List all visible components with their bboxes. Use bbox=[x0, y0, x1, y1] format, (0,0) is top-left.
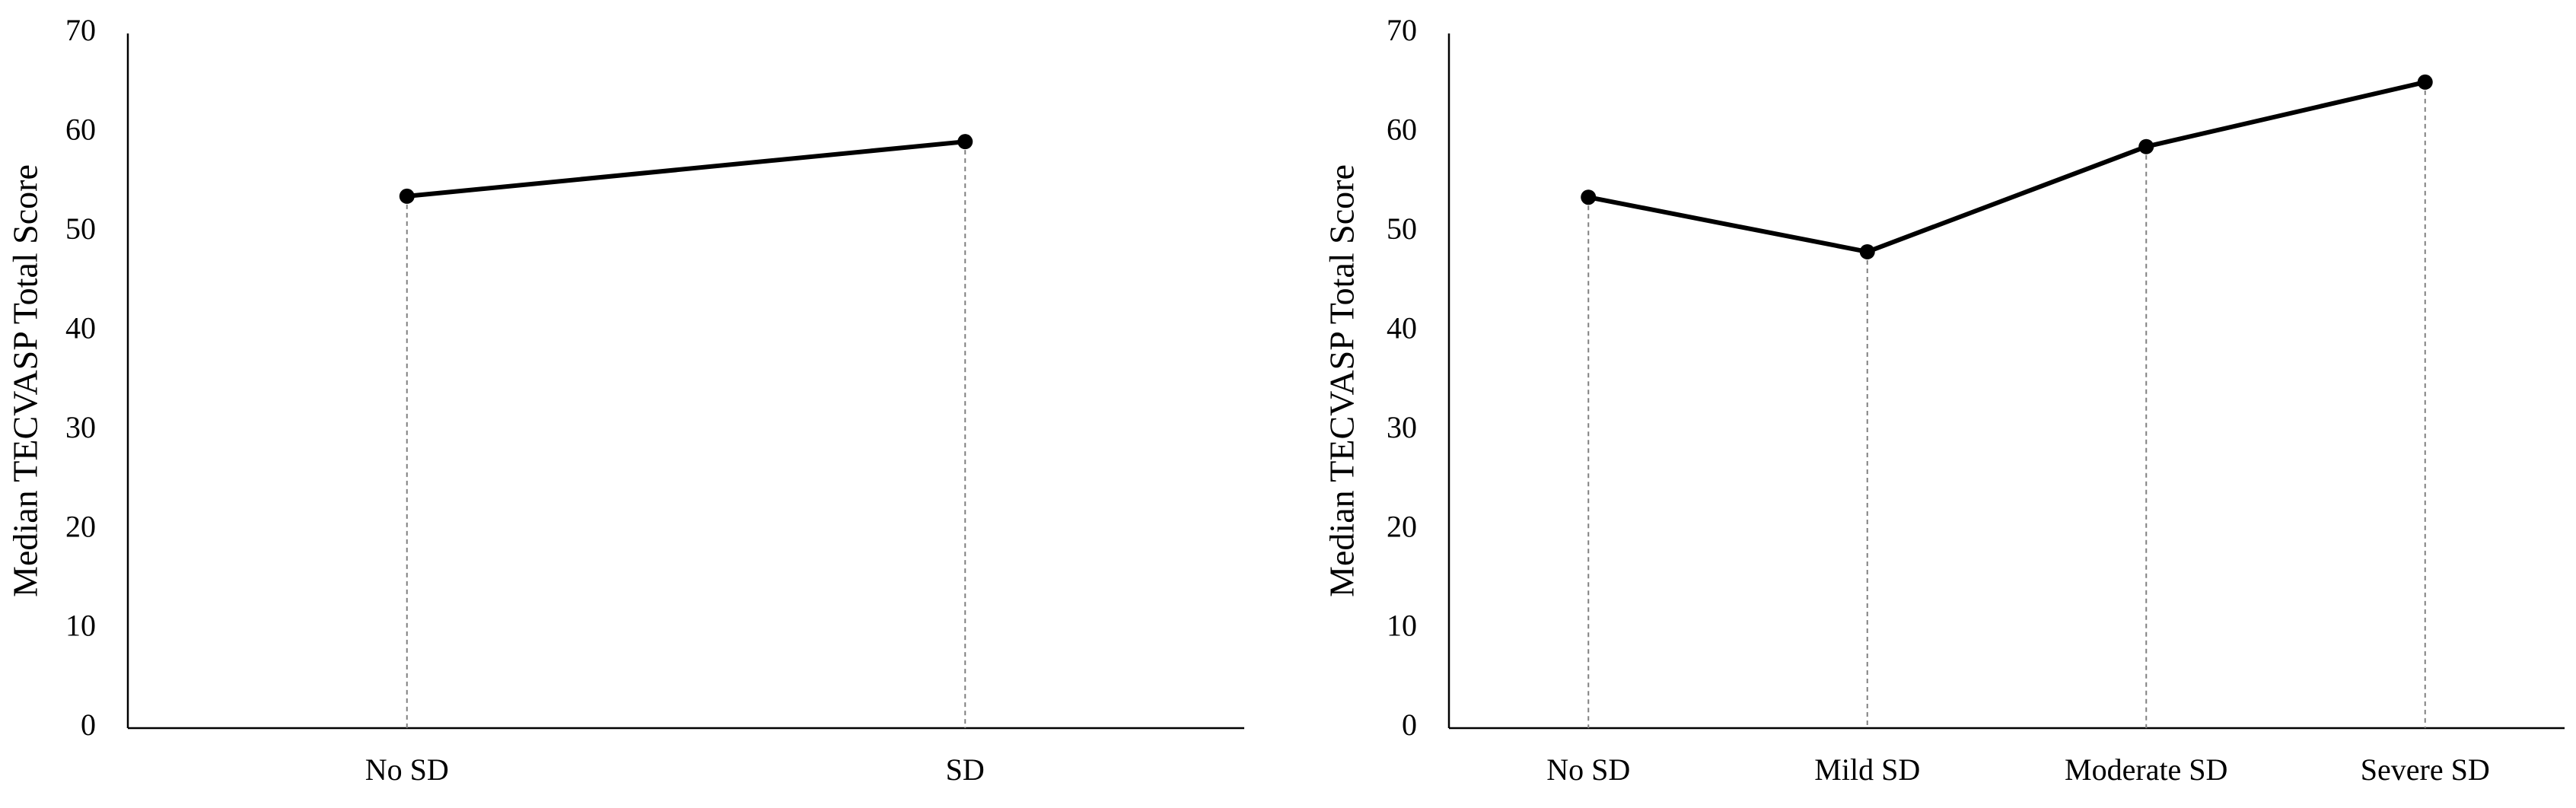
chart-median-score-sd-severity: Median TECVASP Total Score 0 10 20 30 40 50 60… bbox=[1323, 13, 2565, 787]
series-line bbox=[404, 139, 968, 199]
x-tick-label: Mild SD bbox=[1814, 752, 1920, 787]
data-point bbox=[399, 188, 415, 204]
y-tick-label: 0 bbox=[81, 708, 96, 742]
y-tick-label: 10 bbox=[65, 609, 96, 643]
y-tick-label: 20 bbox=[65, 509, 96, 543]
y-tick-label: 30 bbox=[65, 410, 96, 444]
y-tick-label: 70 bbox=[65, 13, 96, 47]
data-point bbox=[2417, 74, 2433, 90]
x-tick-label: No SD bbox=[365, 752, 449, 787]
y-axis-title: Median TECVASP Total Score bbox=[1323, 164, 1361, 597]
x-tick-label: Severe SD bbox=[2361, 752, 2490, 787]
data-point bbox=[957, 134, 973, 150]
y-axis-title: Median TECVASP Total Score bbox=[6, 164, 45, 597]
x-tick-label: SD bbox=[946, 752, 985, 787]
y-tick-label: 0 bbox=[1402, 708, 1417, 742]
data-point bbox=[1581, 189, 1597, 205]
y-tick-label: 40 bbox=[65, 310, 96, 345]
y-tick-label: 10 bbox=[1387, 609, 1417, 643]
y-tick-label: 50 bbox=[1387, 212, 1417, 246]
x-tick-label: Moderate SD bbox=[2065, 752, 2227, 787]
y-tick-label: 20 bbox=[1387, 509, 1417, 543]
y-tick-label: 30 bbox=[1387, 410, 1417, 444]
y-tick-label: 50 bbox=[65, 212, 96, 246]
x-tick-label: No SD bbox=[1546, 752, 1630, 787]
data-point bbox=[2138, 138, 2154, 154]
series-line bbox=[1586, 79, 2428, 254]
chart-median-score-sd: Median TECVASP Total Score 0 10 20 30 40 50 60… bbox=[6, 13, 1244, 787]
data-point bbox=[1859, 243, 1875, 259]
y-tick-label: 60 bbox=[65, 113, 96, 147]
y-tick-label: 70 bbox=[1387, 13, 1417, 47]
y-tick-label: 40 bbox=[1387, 310, 1417, 345]
y-tick-label: 60 bbox=[1387, 113, 1417, 147]
